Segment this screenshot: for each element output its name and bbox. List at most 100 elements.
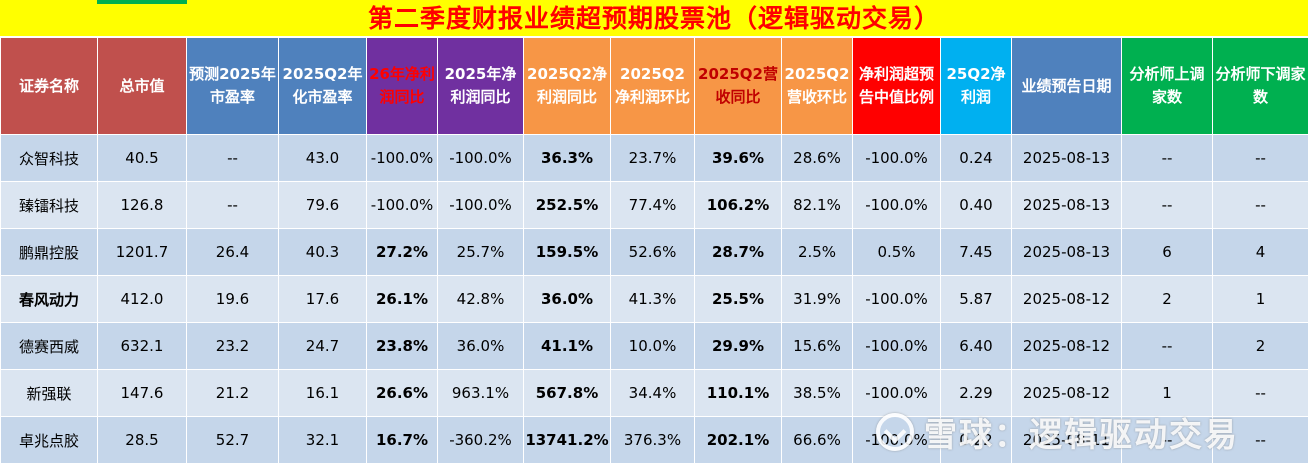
table-cell: 23.2 [186,322,279,370]
table-cell: 42.8% [437,275,524,323]
table-cell: 4 [1212,228,1308,276]
table-cell: 2.5% [781,228,853,276]
table-cell: 5.87 [940,275,1012,323]
table-cell: 15.6% [781,322,853,370]
table-cell: 79.6 [278,181,367,229]
table-cell: 41.1% [523,322,611,370]
table-cell: 1 [1212,275,1308,323]
table-cell: 202.1% [694,416,782,464]
table-cell: 0.22 [940,416,1012,464]
column-header: 业绩预告日期 [1011,37,1122,135]
table-cell: -- [1121,322,1213,370]
column-header: 2025Q2年化市盈率 [278,37,367,135]
table-cell: 632.1 [97,322,187,370]
table-cell: 2 [1121,275,1213,323]
table-cell: -- [1121,134,1213,182]
title-tab-marker [97,0,187,4]
table-cell: 23.7% [610,134,695,182]
table-cell: -- [186,134,279,182]
table-header-row: 证券名称 总市值 预测2025年市盈率 2025Q2年化市盈率 26年净利润同比 2025… [0,37,1308,135]
table-cell: 2025-08-13 [1011,181,1122,229]
table-cell: 36.0% [523,275,611,323]
table-row: 臻镭科技 126.8 -- 79.6 -100.0% -100.0% 252.5% 77.4%… [0,181,1308,229]
security-name-cell: 新强联 [0,369,98,417]
table-cell: -100.0% [366,181,438,229]
table-cell: 26.4 [186,228,279,276]
table-cell: 110.1% [694,369,782,417]
table-cell: -100.0% [437,181,524,229]
table-cell: -100.0% [852,275,941,323]
column-header: 总市值 [97,37,187,135]
table-cell: 21.2 [186,369,279,417]
column-header: 预测2025年市盈率 [186,37,279,135]
table-cell: 28.5 [97,416,187,464]
table-cell: 40.5 [97,134,187,182]
table-cell: 126.8 [97,181,187,229]
table-body: 众智科技 40.5 -- 43.0 -100.0% -100.0% 36.3% 23.7% 39… [0,134,1308,464]
table-cell: 2025-08-12 [1011,322,1122,370]
table-cell: -100.0% [366,134,438,182]
table-row: 众智科技 40.5 -- 43.0 -100.0% -100.0% 36.3% 23.7% 39… [0,134,1308,182]
table-cell: 41.3% [610,275,695,323]
table-cell: -100.0% [437,134,524,182]
table-cell: -- [1212,369,1308,417]
table-cell: 43.0 [278,134,367,182]
table-cell: 6 [1121,228,1213,276]
table-cell: 26.1% [366,275,438,323]
column-header: 2025Q2净利润同比 [523,37,611,135]
table-cell: 1201.7 [97,228,187,276]
table-cell: 25.7% [437,228,524,276]
column-header: 25Q2净利润 [940,37,1012,135]
security-name-cell: 众智科技 [0,134,98,182]
table-cell: 2025-08-12 [1011,369,1122,417]
table-cell: 2 [1212,322,1308,370]
table-cell: -- [1121,181,1213,229]
table-cell: 28.7% [694,228,782,276]
table-row: 卓兆点胶 28.5 52.7 32.1 16.7% -360.2% 13741.2% 376.… [0,416,1308,464]
table-cell: 26.6% [366,369,438,417]
table-cell: -- [186,181,279,229]
table-cell: 2025-08-12 [1011,275,1122,323]
table-cell: -100.0% [852,181,941,229]
security-name-cell: 鹏鼎控股 [0,228,98,276]
table-cell: 19.6 [186,275,279,323]
table-cell: 159.5% [523,228,611,276]
table-cell: -100.0% [852,134,941,182]
column-header: 分析师上调家数 [1121,37,1213,135]
security-name-cell: 卓兆点胶 [0,416,98,464]
table-cell: 16.1 [278,369,367,417]
watermark: 雪球：逻辑驱动交易 [876,404,1239,460]
table-cell: 82.1% [781,181,853,229]
column-header: 证券名称 [0,37,98,135]
table-cell: -- [1121,416,1213,464]
table-row: 春风动力 412.0 19.6 17.6 26.1% 42.8% 36.0% 41.3% 25.… [0,275,1308,323]
table-cell: -- [1212,134,1308,182]
table-cell: 0.24 [940,134,1012,182]
table-row: 鹏鼎控股 1201.7 26.4 40.3 27.2% 25.7% 159.5% 52.6% 2… [0,228,1308,276]
column-header: 净利润超预告中值比例 [852,37,941,135]
table-cell: 25.5% [694,275,782,323]
table-row: 德赛西威 632.1 23.2 24.7 23.8% 36.0% 41.1% 10.0% 29.… [0,322,1308,370]
table-cell: -360.2% [437,416,524,464]
security-name-cell: 德赛西威 [0,322,98,370]
table-cell: 52.6% [610,228,695,276]
column-header: 分析师下调家数 [1212,37,1308,135]
table-cell: 16.7% [366,416,438,464]
column-header: 2025Q2营收同比 [694,37,782,135]
column-header: 26年净利润同比 [366,37,438,135]
table-cell: 2.29 [940,369,1012,417]
page-title: 第二季度财报业绩超预期股票池（逻辑驱动交易） [367,4,940,33]
table-cell: 376.3% [610,416,695,464]
table-cell: 412.0 [97,275,187,323]
column-header: 2025Q2净利润环比 [610,37,695,135]
table-cell: -- [1212,416,1308,464]
table-cell: 77.4% [610,181,695,229]
table-cell: 7.45 [940,228,1012,276]
table-cell: 39.6% [694,134,782,182]
table-cell: 2025-08-13 [1011,228,1122,276]
table-cell: 2025-08-13 [1011,134,1122,182]
table-cell: -- [1212,181,1308,229]
table-cell: 252.5% [523,181,611,229]
table-cell: 10.0% [610,322,695,370]
table-cell: 52.7 [186,416,279,464]
